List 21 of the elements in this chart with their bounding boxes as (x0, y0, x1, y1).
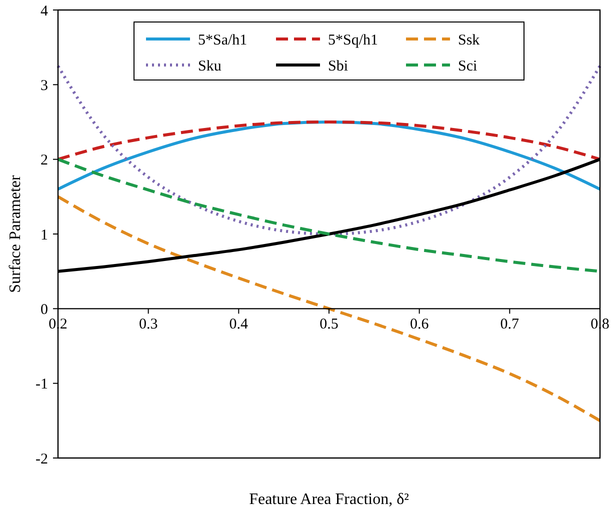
x-tick-label: 0.6 (410, 316, 430, 333)
y-tick-label: 2 (40, 152, 48, 169)
y-tick-label: 1 (40, 227, 48, 244)
x-tick-label: 0.4 (229, 316, 249, 333)
y-tick-label: 3 (40, 78, 48, 94)
legend-label: 5*Sq/h1 (328, 32, 378, 48)
legend-label: Sci (458, 58, 478, 74)
y-axis-title: Surface Parameter (7, 174, 24, 293)
legend-label: Ssk (458, 32, 480, 48)
x-axis-title: Feature Area Fraction, δ² (249, 491, 410, 508)
legend-label: Sku (198, 58, 222, 74)
y-tick-label: 4 (40, 3, 48, 20)
line-series (56, 120, 602, 161)
y-tick-label: -1 (36, 376, 48, 393)
legend-label: 5*Sa/h1 (198, 32, 248, 48)
y-tick-label: -2 (36, 451, 48, 468)
x-tick-label: 0.7 (500, 316, 520, 333)
y-tick-label: 0 (40, 302, 48, 318)
x-tick-label: 0.3 (138, 316, 158, 333)
legend-label: Sbi (328, 58, 348, 74)
x-tick-label: 0.5 (320, 316, 338, 333)
